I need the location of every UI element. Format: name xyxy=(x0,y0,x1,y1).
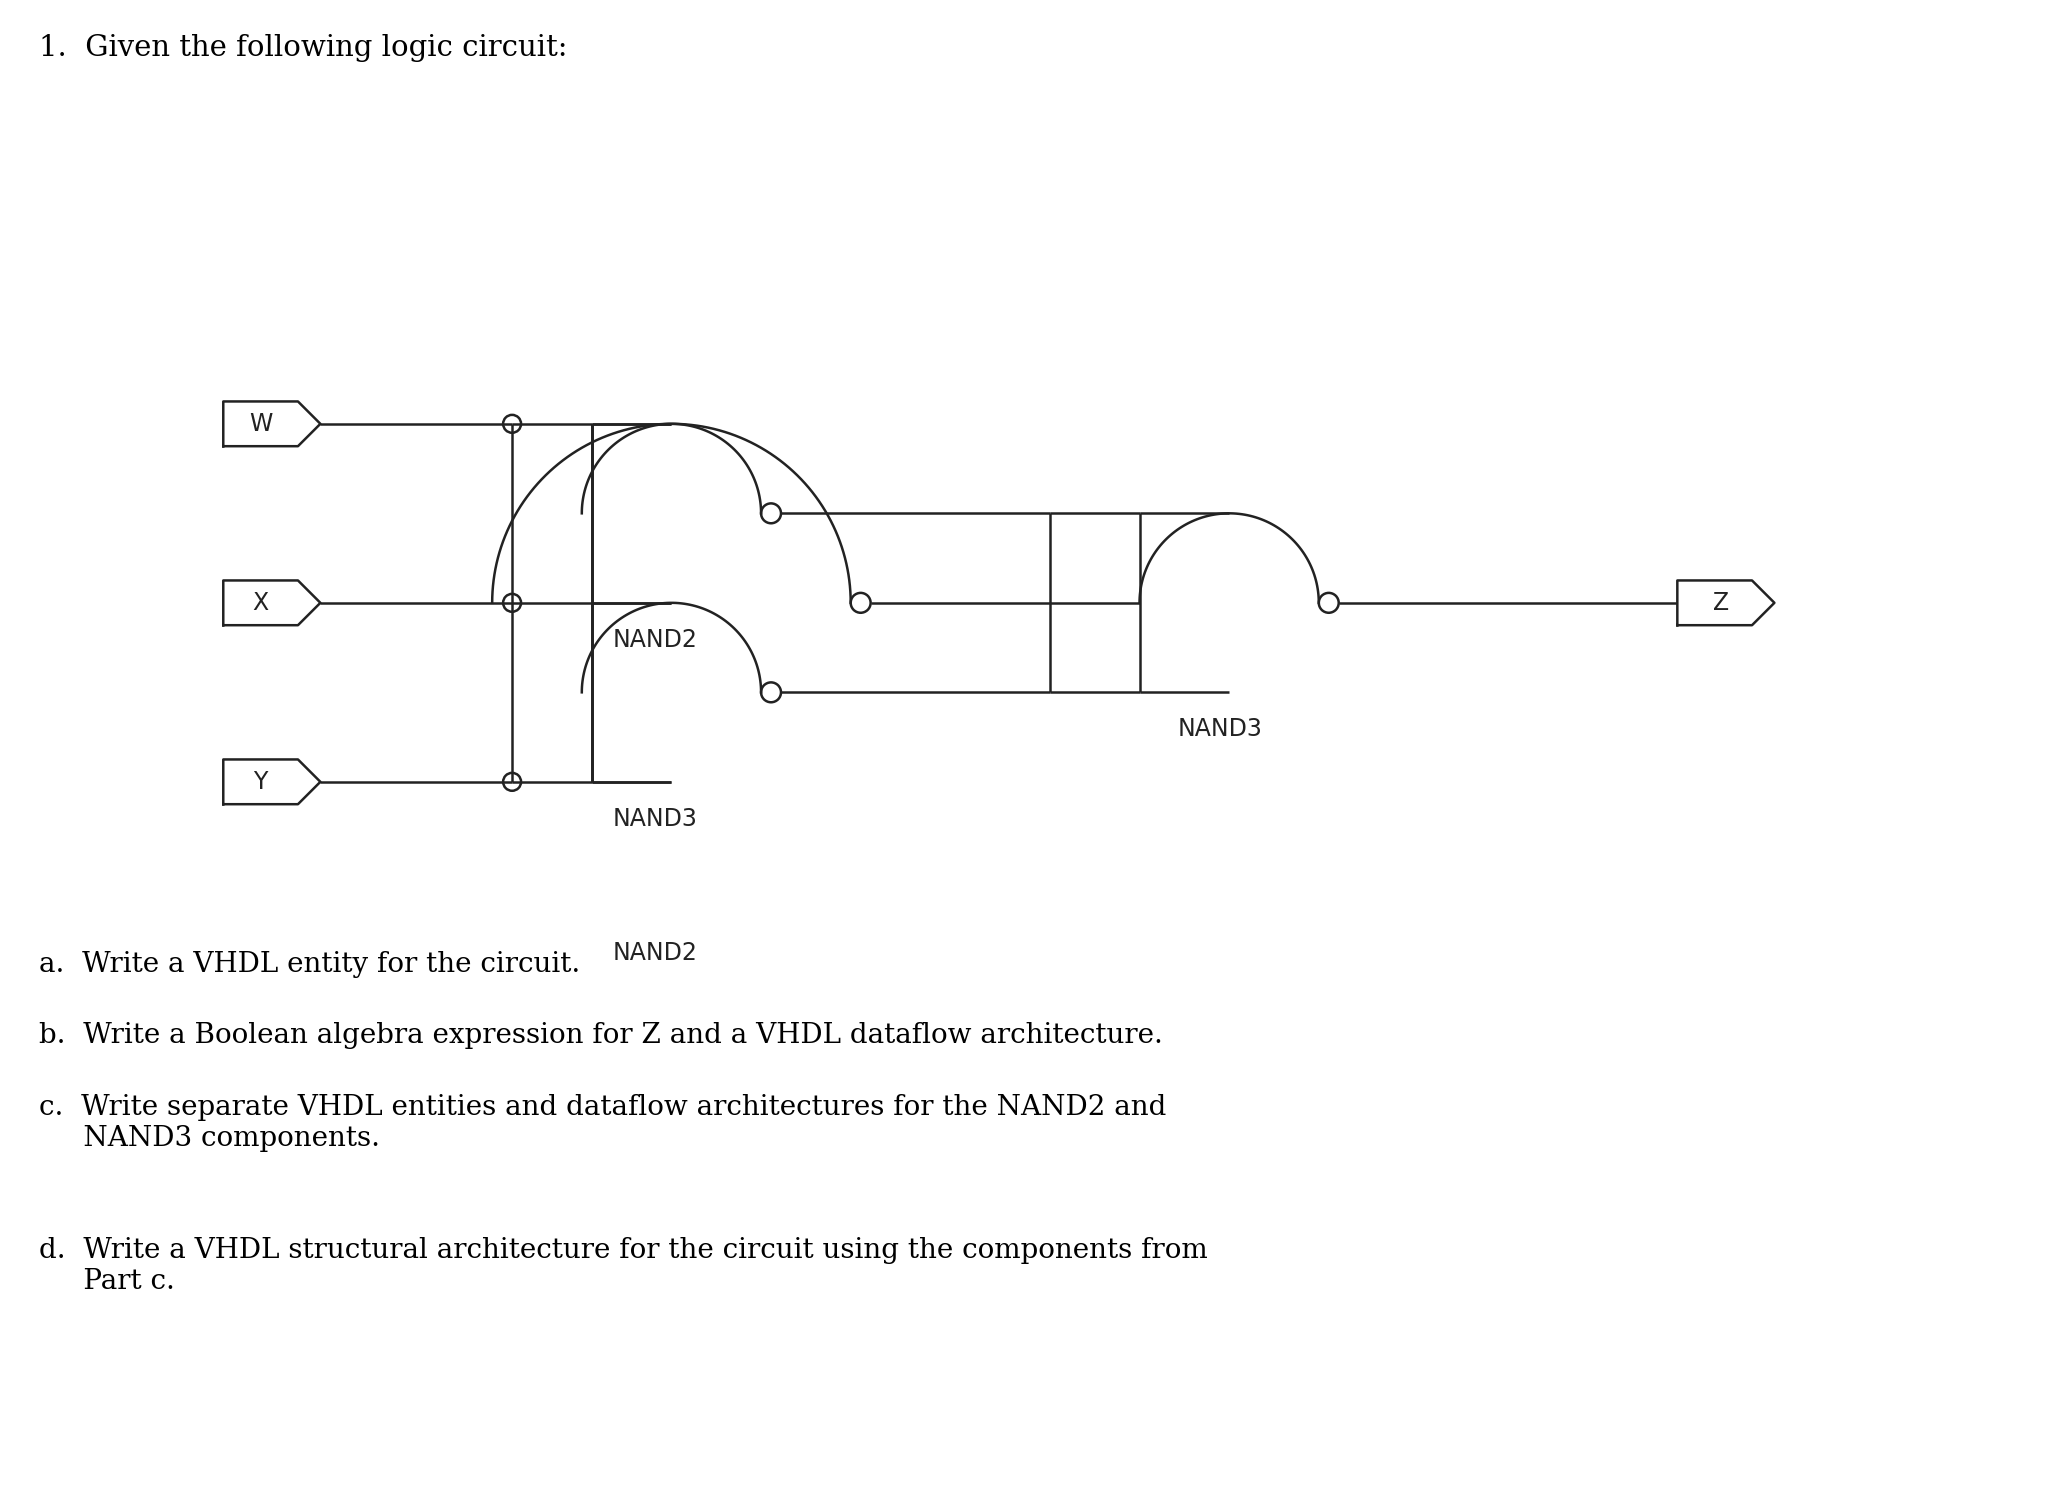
Text: NAND3: NAND3 xyxy=(1178,716,1262,740)
Text: d.  Write a VHDL structural architecture for the circuit using the components fr: d. Write a VHDL structural architecture … xyxy=(39,1238,1207,1296)
Polygon shape xyxy=(223,580,321,625)
Text: Z: Z xyxy=(1713,590,1729,614)
Text: Y: Y xyxy=(254,771,268,795)
Text: W: W xyxy=(250,412,272,436)
Circle shape xyxy=(1320,593,1338,613)
Circle shape xyxy=(761,503,782,523)
Circle shape xyxy=(503,415,522,433)
Circle shape xyxy=(503,774,522,790)
Text: X: X xyxy=(252,590,268,614)
Text: a.  Write a VHDL entity for the circuit.: a. Write a VHDL entity for the circuit. xyxy=(39,951,581,978)
Polygon shape xyxy=(223,760,321,804)
Text: NAND2: NAND2 xyxy=(614,628,698,652)
Circle shape xyxy=(503,593,522,611)
Text: 1.  Given the following logic circuit:: 1. Given the following logic circuit: xyxy=(39,35,567,62)
Circle shape xyxy=(851,593,872,613)
Polygon shape xyxy=(1678,580,1774,625)
Text: NAND3: NAND3 xyxy=(614,807,698,831)
Text: c.  Write separate VHDL entities and dataflow architectures for the NAND2 and
  : c. Write separate VHDL entities and data… xyxy=(39,1093,1166,1152)
Text: b.  Write a Boolean algebra expression for Z and a VHDL dataflow architecture.: b. Write a Boolean algebra expression fo… xyxy=(39,1023,1162,1050)
Text: NAND2: NAND2 xyxy=(614,940,698,964)
Polygon shape xyxy=(223,401,321,446)
Circle shape xyxy=(761,682,782,703)
